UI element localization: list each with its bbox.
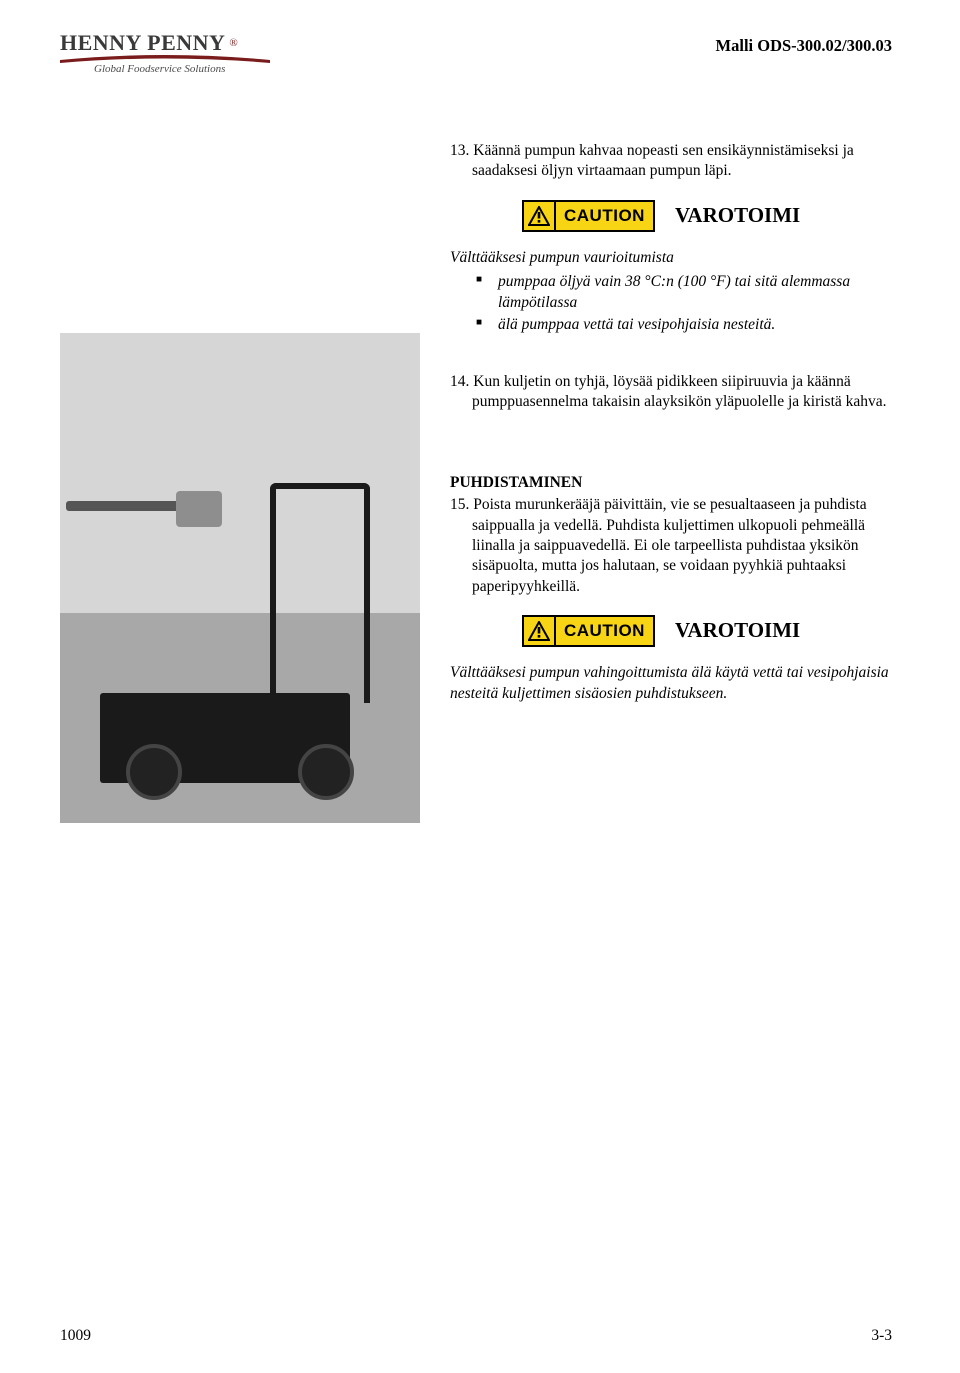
caution-row-2: CAUTION VAROTOIMI <box>522 615 892 647</box>
logo-registered-mark: ® <box>229 37 237 49</box>
varotoimi-heading-1: VAROTOIMI <box>675 202 800 230</box>
cleaning-heading: PUHDISTAMINEN <box>450 473 892 493</box>
photo-pump <box>176 491 222 527</box>
logo-text: HENNY PENNY <box>60 30 225 56</box>
warning-block-1: Välttääksesi pumpun vaurioitumista pumpp… <box>450 248 892 336</box>
caution-label-text: CAUTION <box>556 202 653 230</box>
warning-1-lead: Välttääksesi pumpun vaurioitumista <box>450 248 892 268</box>
photo-wheel-right <box>298 744 354 800</box>
brand-logo: HENNY PENNY ® Global Foodservice Solutio… <box>60 30 270 75</box>
photo-handle <box>270 483 370 703</box>
photo-pipe <box>66 501 194 511</box>
left-column <box>60 135 420 823</box>
warning-block-2: Välttääksesi pumpun vahingoittumista älä… <box>450 663 892 704</box>
varotoimi-heading-2: VAROTOIMI <box>675 617 800 645</box>
warning-triangle-icon-2 <box>524 617 556 645</box>
footer-right: 3-3 <box>871 1327 892 1345</box>
model-label: Malli ODS-300.02/300.03 <box>716 36 892 56</box>
page: HENNY PENNY ® Global Foodservice Solutio… <box>0 0 960 1373</box>
logo-tagline: Global Foodservice Solutions <box>94 63 270 75</box>
caution-label-text-2: CAUTION <box>556 617 653 645</box>
page-footer: 1009 3-3 <box>60 1327 892 1345</box>
caution-row-1: CAUTION VAROTOIMI <box>522 200 892 232</box>
step-14-text: 14. Kun kuljetin on tyhjä, löysää pidikk… <box>450 372 892 413</box>
logo-top-row: HENNY PENNY ® <box>60 30 270 56</box>
warning-2-text: Välttääksesi pumpun vahingoittumista älä… <box>450 663 892 704</box>
footer-left: 1009 <box>60 1327 91 1345</box>
step-15-text: 15. Poista murunkerääjä päivittäin, vie … <box>450 495 892 597</box>
product-photo <box>60 333 420 823</box>
warning-1-bullet-2: älä pumppaa vettä tai vesipohjaisia nest… <box>476 315 892 335</box>
caution-badge-2: CAUTION <box>522 615 655 647</box>
warning-triangle-icon <box>524 202 556 230</box>
caution-badge: CAUTION <box>522 200 655 232</box>
step-13-text: 13. Käännä pumpun kahvaa nopeasti sen en… <box>450 141 892 182</box>
warning-1-bullets: pumppaa öljyä vain 38 °C:n (100 °F) tai … <box>450 272 892 335</box>
right-column: 13. Käännä pumpun kahvaa nopeasti sen en… <box>450 135 892 823</box>
photo-wheel-left <box>126 744 182 800</box>
page-header: HENNY PENNY ® Global Foodservice Solutio… <box>60 30 892 75</box>
content-area: 13. Käännä pumpun kahvaa nopeasti sen en… <box>60 135 892 823</box>
warning-1-bullet-1: pumppaa öljyä vain 38 °C:n (100 °F) tai … <box>476 272 892 313</box>
